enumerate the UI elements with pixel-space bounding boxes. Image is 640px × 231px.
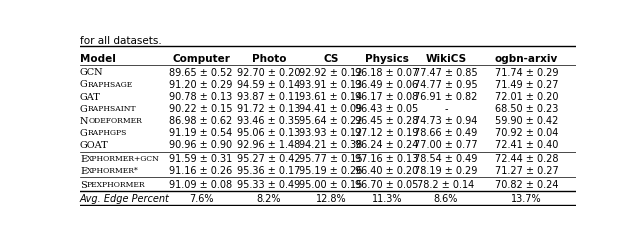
Text: 70.82 ± 0.24: 70.82 ± 0.24 (495, 180, 558, 190)
Text: CS: CS (323, 54, 339, 64)
Text: 68.50 ± 0.23: 68.50 ± 0.23 (495, 104, 558, 114)
Text: 77.00 ± 0.77: 77.00 ± 0.77 (414, 140, 478, 150)
Text: ODEFORMER: ODEFORMER (88, 117, 142, 125)
Text: 91.19 ± 0.54: 91.19 ± 0.54 (170, 128, 233, 138)
Text: 91.59 ± 0.31: 91.59 ± 0.31 (170, 154, 233, 164)
Text: ogbn-arxiv: ogbn-arxiv (495, 54, 558, 64)
Text: 97.12 ± 0.19: 97.12 ± 0.19 (355, 128, 419, 138)
Text: GCN: GCN (80, 68, 104, 77)
Text: 71.49 ± 0.27: 71.49 ± 0.27 (495, 80, 558, 90)
Text: 90.78 ± 0.13: 90.78 ± 0.13 (170, 92, 233, 102)
Text: 95.27 ± 0.42: 95.27 ± 0.42 (237, 154, 301, 164)
Text: 78.19 ± 0.29: 78.19 ± 0.29 (414, 167, 477, 176)
Text: 93.46 ± 0.35: 93.46 ± 0.35 (237, 116, 301, 126)
Text: 91.20 ± 0.29: 91.20 ± 0.29 (170, 80, 233, 90)
Text: Model: Model (80, 54, 116, 64)
Text: PEXPHORMER: PEXPHORMER (87, 181, 145, 189)
Text: 95.19 ± 0.26: 95.19 ± 0.26 (300, 167, 363, 176)
Text: 72.41 ± 0.40: 72.41 ± 0.40 (495, 140, 558, 150)
Text: 8.2%: 8.2% (257, 194, 281, 204)
Text: RAPHSAGE: RAPHSAGE (88, 81, 133, 89)
Text: 93.87 ± 0.11: 93.87 ± 0.11 (237, 92, 301, 102)
Text: 72.01 ± 0.20: 72.01 ± 0.20 (495, 92, 558, 102)
Text: RAPHSAINT: RAPHSAINT (88, 105, 136, 113)
Text: Avg. Edge Percent: Avg. Edge Percent (80, 194, 170, 204)
Text: 12.8%: 12.8% (316, 194, 346, 204)
Text: 8.6%: 8.6% (434, 194, 458, 204)
Text: for all datasets.: for all datasets. (80, 36, 162, 46)
Text: 94.21 ± 0.38: 94.21 ± 0.38 (300, 140, 363, 150)
Text: 95.00 ± 0.15: 95.00 ± 0.15 (300, 180, 363, 190)
Text: 93.61 ± 0.14: 93.61 ± 0.14 (300, 92, 362, 102)
Text: 13.7%: 13.7% (511, 194, 541, 204)
Text: Computer: Computer (172, 54, 230, 64)
Text: GOAT: GOAT (80, 141, 109, 150)
Text: 90.96 ± 0.90: 90.96 ± 0.90 (170, 140, 232, 150)
Text: 94.41 ± 0.09: 94.41 ± 0.09 (300, 104, 362, 114)
Text: 95.06 ± 0.13: 95.06 ± 0.13 (237, 128, 301, 138)
Text: 95.77 ± 0.15: 95.77 ± 0.15 (299, 154, 363, 164)
Text: 91.09 ± 0.08: 91.09 ± 0.08 (170, 180, 232, 190)
Text: G: G (80, 105, 88, 114)
Text: 77.47 ± 0.85: 77.47 ± 0.85 (414, 68, 478, 78)
Text: 96.24 ± 0.24: 96.24 ± 0.24 (355, 140, 419, 150)
Text: 96.45 ± 0.28: 96.45 ± 0.28 (355, 116, 419, 126)
Text: GAT: GAT (80, 93, 101, 102)
Text: RAPHGPS: RAPHGPS (88, 129, 127, 137)
Text: 92.96 ± 1.48: 92.96 ± 1.48 (237, 140, 301, 150)
Text: XPHORMER+GCN: XPHORMER+GCN (87, 155, 160, 163)
Text: 95.64 ± 0.22: 95.64 ± 0.22 (300, 116, 363, 126)
Text: 11.3%: 11.3% (372, 194, 403, 204)
Text: 90.22 ± 0.15: 90.22 ± 0.15 (169, 104, 233, 114)
Text: 93.93 ± 0.12: 93.93 ± 0.12 (300, 128, 363, 138)
Text: 96.43 ± 0.05: 96.43 ± 0.05 (355, 104, 419, 114)
Text: 74.77 ± 0.95: 74.77 ± 0.95 (414, 80, 478, 90)
Text: 76.91 ± 0.82: 76.91 ± 0.82 (414, 92, 477, 102)
Text: 74.73 ± 0.94: 74.73 ± 0.94 (414, 116, 477, 126)
Text: 97.16 ± 0.13: 97.16 ± 0.13 (355, 154, 419, 164)
Text: G: G (80, 129, 88, 138)
Text: -: - (444, 104, 448, 114)
Text: 72.44 ± 0.28: 72.44 ± 0.28 (495, 154, 558, 164)
Text: WikiCS: WikiCS (426, 54, 467, 64)
Text: 96.18 ± 0.07: 96.18 ± 0.07 (355, 68, 419, 78)
Text: 70.92 ± 0.04: 70.92 ± 0.04 (495, 128, 558, 138)
Text: 96.17 ± 0.08: 96.17 ± 0.08 (355, 92, 419, 102)
Text: S: S (80, 181, 87, 190)
Text: 71.74 ± 0.29: 71.74 ± 0.29 (495, 68, 558, 78)
Text: Photo: Photo (252, 54, 286, 64)
Text: Physics: Physics (365, 54, 409, 64)
Text: 7.6%: 7.6% (189, 194, 213, 204)
Text: 96.40 ± 0.20: 96.40 ± 0.20 (355, 167, 419, 176)
Text: 59.90 ± 0.42: 59.90 ± 0.42 (495, 116, 558, 126)
Text: 91.72 ± 0.13: 91.72 ± 0.13 (237, 104, 301, 114)
Text: E: E (80, 167, 87, 176)
Text: 71.27 ± 0.27: 71.27 ± 0.27 (495, 167, 558, 176)
Text: 78.54 ± 0.49: 78.54 ± 0.49 (414, 154, 477, 164)
Text: 95.33 ± 0.49: 95.33 ± 0.49 (237, 180, 301, 190)
Text: 93.91 ± 0.13: 93.91 ± 0.13 (300, 80, 362, 90)
Text: XPHORMER*: XPHORMER* (87, 167, 139, 175)
Text: 92.70 ± 0.20: 92.70 ± 0.20 (237, 68, 301, 78)
Text: 86.98 ± 0.62: 86.98 ± 0.62 (170, 116, 233, 126)
Text: N: N (80, 117, 88, 126)
Text: 95.36 ± 0.17: 95.36 ± 0.17 (237, 167, 301, 176)
Text: 91.16 ± 0.26: 91.16 ± 0.26 (170, 167, 233, 176)
Text: 96.49 ± 0.06: 96.49 ± 0.06 (355, 80, 419, 90)
Text: 96.70 ± 0.05: 96.70 ± 0.05 (355, 180, 419, 190)
Text: 78.2 ± 0.14: 78.2 ± 0.14 (417, 180, 475, 190)
Text: 92.92 ± 0.12: 92.92 ± 0.12 (300, 68, 363, 78)
Text: 94.59 ± 0.14: 94.59 ± 0.14 (237, 80, 301, 90)
Text: 89.65 ± 0.52: 89.65 ± 0.52 (169, 68, 233, 78)
Text: 78.66 ± 0.49: 78.66 ± 0.49 (415, 128, 477, 138)
Text: G: G (80, 80, 88, 89)
Text: E: E (80, 155, 87, 164)
